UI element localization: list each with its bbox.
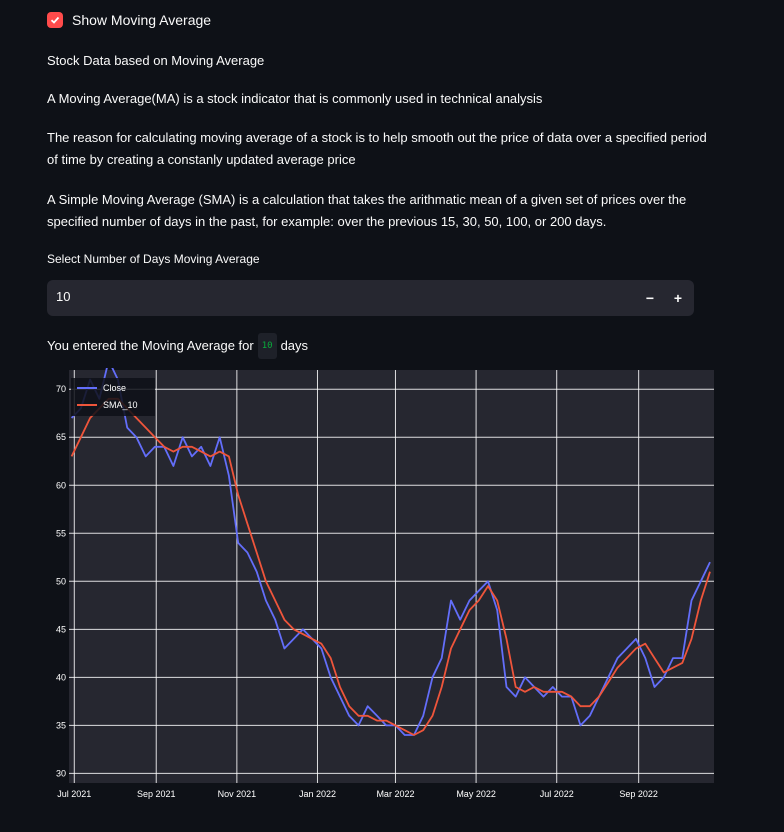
x-tick-label: Jan 2022 — [299, 789, 336, 799]
moving-average-chart: 30 35 40 45 50 55 60 65 70 Jul 2021 Sep 2021 Nov 2… — [56, 368, 714, 799]
legend-close-label[interactable]: Close — [103, 383, 126, 393]
y-tick-label: 40 — [56, 672, 66, 682]
x-axis-ticks: Jul 2021 Sep 2021 Nov 2021 Jan 2022 Mar 2022… — [57, 789, 658, 799]
x-tick-label: May 2022 — [456, 789, 496, 799]
legend-background — [71, 378, 155, 416]
x-tick-label: Nov 2021 — [218, 789, 257, 799]
entered-suffix: days — [280, 338, 309, 353]
close-series-line[interactable] — [70, 368, 711, 736]
days-input-label: Select Number of Days Moving Average — [47, 252, 260, 266]
y-axis-ticks: 30 35 40 45 50 55 60 65 70 — [56, 384, 66, 778]
heading-stock-data: Stock Data based on Moving Average — [47, 53, 265, 68]
chart-legend[interactable]: Close SMA_10 — [71, 378, 155, 416]
days-input-value[interactable]: 10 — [56, 289, 71, 304]
ma-description: A Moving Average(MA) is a stock indicato… — [47, 91, 543, 106]
checkbox-checked-icon[interactable] — [47, 12, 63, 28]
x-tick-label: Sep 2022 — [619, 789, 658, 799]
plot-background — [69, 370, 714, 783]
y-tick-label: 50 — [56, 576, 66, 586]
checkbox-label: Show Moving Average — [72, 12, 212, 28]
y-tick-label: 30 — [56, 768, 66, 778]
days-number-input[interactable]: 10 − + — [47, 280, 694, 316]
x-tick-label: Jul 2021 — [57, 789, 91, 799]
legend-sma-label[interactable]: SMA_10 — [103, 400, 138, 410]
x-tick-label: Sep 2021 — [137, 789, 176, 799]
entered-days-code: 10 — [257, 333, 277, 359]
x-tick-label: Jul 2022 — [540, 789, 574, 799]
show-moving-average-checkbox[interactable]: Show Moving Average — [47, 12, 211, 28]
y-tick-label: 60 — [56, 480, 66, 490]
entered-prefix: You entered the Moving Average for — [47, 338, 254, 353]
y-tick-label: 70 — [56, 384, 66, 394]
x-tick-label: Mar 2022 — [376, 789, 414, 799]
ma-reason: The reason for calculating moving averag… — [47, 130, 707, 167]
sma-series-line[interactable] — [70, 397, 711, 736]
sma-description: A Simple Moving Average (SMA) is a calcu… — [47, 192, 687, 229]
series-lines — [70, 368, 711, 736]
y-tick-label: 45 — [56, 624, 66, 634]
y-tick-label: 65 — [56, 432, 66, 442]
y-tick-label: 55 — [56, 528, 66, 538]
y-tick-label: 35 — [56, 720, 66, 730]
entered-days-message: You entered the Moving Average for 10 da… — [47, 333, 308, 359]
decrement-button[interactable]: − — [645, 290, 655, 306]
increment-button[interactable]: + — [673, 290, 683, 306]
